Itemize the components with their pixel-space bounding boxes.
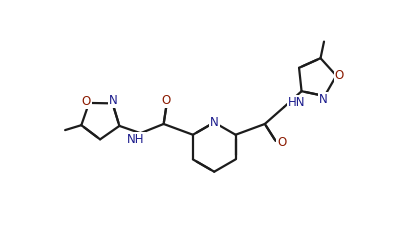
Text: O: O — [161, 94, 171, 107]
Text: O: O — [82, 95, 91, 108]
Text: O: O — [335, 69, 344, 82]
Text: N: N — [319, 93, 327, 106]
Text: N: N — [210, 116, 219, 129]
Text: N: N — [109, 94, 118, 107]
Text: HN: HN — [288, 96, 306, 109]
Text: NH: NH — [127, 133, 145, 146]
Text: O: O — [277, 136, 286, 149]
